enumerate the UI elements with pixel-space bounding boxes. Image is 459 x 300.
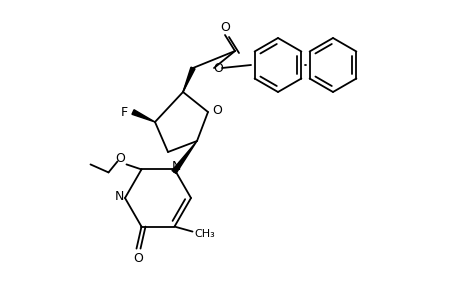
Text: O: O [219, 20, 230, 34]
Text: F: F [120, 106, 127, 118]
Text: N: N [114, 190, 123, 203]
Text: O: O [212, 103, 221, 116]
Polygon shape [183, 67, 195, 92]
Text: CH₃: CH₃ [194, 229, 214, 238]
Polygon shape [132, 110, 155, 122]
Text: N: N [172, 160, 181, 173]
Text: O: O [133, 252, 143, 265]
Text: O: O [213, 61, 223, 74]
Polygon shape [172, 141, 196, 173]
Text: O: O [115, 152, 125, 165]
